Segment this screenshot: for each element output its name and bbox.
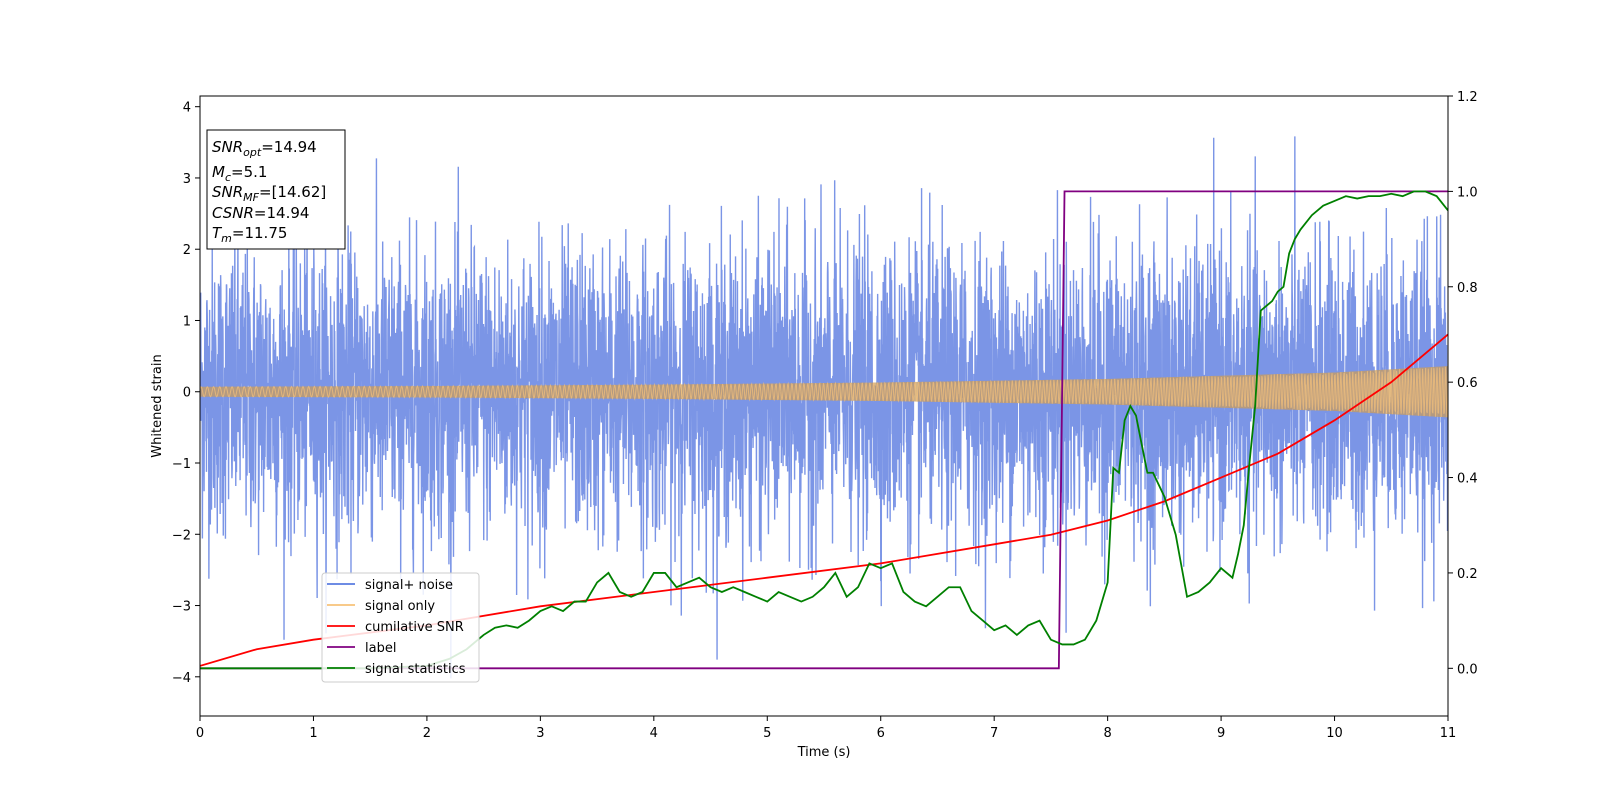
x-axis: 0 1 2 3 4 5 6 7 8 9 10 11 bbox=[196, 716, 1456, 741]
y2-tick-label: 0.4 bbox=[1457, 472, 1478, 487]
legend-entry-label: label bbox=[365, 641, 396, 656]
annotation-box: SNRopt=14.94 Mc=5.1SNRMF=[14.62]CSNR=14.9… bbox=[206, 129, 346, 250]
y-tick-label: 4 bbox=[183, 101, 191, 116]
y-tick-label: 2 bbox=[183, 243, 191, 258]
y-tick-label: −4 bbox=[172, 671, 191, 686]
y-axis-label: Whitened strain bbox=[150, 354, 165, 457]
y-axis-left: −4 −3 −2 −1 0 1 2 3 4 bbox=[172, 101, 200, 686]
annotation-line: SNRMF=[14.62] bbox=[212, 183, 326, 204]
legend-entry-label: signal only bbox=[365, 599, 435, 614]
y-tick-label: −1 bbox=[172, 457, 191, 472]
series-line-label bbox=[200, 190, 1448, 670]
y2-tick-label: 0.8 bbox=[1457, 281, 1478, 296]
signal-only-line bbox=[200, 366, 1448, 418]
series-line-signal-statistics bbox=[200, 190, 1448, 670]
annotation-line: Tm=11.75 bbox=[212, 224, 287, 245]
legend-entry-label: signal statistics bbox=[365, 662, 466, 677]
legend-entry-label: cumilative SNR bbox=[365, 620, 464, 635]
plot-frame bbox=[199, 95, 1449, 717]
y-axis-right: 0.0 0.2 0.4 0.6 0.8 1.0 1.2 bbox=[1448, 90, 1478, 677]
annotation-frame bbox=[206, 129, 346, 250]
y-tick-label: 0 bbox=[183, 386, 191, 401]
x-tick-label: 4 bbox=[650, 726, 658, 741]
y-tick-label: −3 bbox=[172, 600, 191, 615]
y2-tick-label: 1.0 bbox=[1457, 185, 1478, 200]
legend-entry-label: signal+ noise bbox=[365, 578, 453, 593]
signal-noise-line bbox=[200, 136, 1448, 679]
x-tick-label: 2 bbox=[423, 726, 431, 741]
x-axis-label: Time (s) bbox=[797, 745, 851, 760]
x-tick-label: 9 bbox=[1217, 726, 1225, 741]
series-signal-only bbox=[200, 366, 1448, 418]
x-tick-label: 0 bbox=[196, 726, 204, 741]
x-tick-label: 6 bbox=[877, 726, 885, 741]
annotation-line: SNRopt=14.94 bbox=[212, 138, 317, 159]
y-tick-label: −2 bbox=[172, 528, 191, 543]
x-tick-label: 10 bbox=[1326, 726, 1343, 741]
x-tick-label: 7 bbox=[990, 726, 998, 741]
y-tick-label: 1 bbox=[183, 314, 191, 329]
x-tick-label: 5 bbox=[763, 726, 771, 741]
y-tick-label: 3 bbox=[183, 172, 191, 187]
series-signal-noise bbox=[200, 136, 1448, 679]
y2-tick-label: 0.2 bbox=[1457, 567, 1478, 582]
x-tick-label: 11 bbox=[1440, 726, 1457, 741]
annotation-line: Mc=5.1 bbox=[212, 163, 267, 184]
x-tick-label: 1 bbox=[309, 726, 317, 741]
x-tick-label: 8 bbox=[1103, 726, 1111, 741]
legend-frame bbox=[321, 572, 480, 683]
y2-tick-label: 0.0 bbox=[1457, 662, 1478, 677]
annotation-line: CSNR=14.94 bbox=[212, 204, 309, 222]
y2-tick-label: 0.6 bbox=[1457, 376, 1478, 391]
legend: signal+ noise signal only cumilative SNR la… bbox=[321, 572, 480, 683]
y2-tick-label: 1.2 bbox=[1457, 90, 1478, 105]
x-tick-label: 3 bbox=[536, 726, 544, 741]
